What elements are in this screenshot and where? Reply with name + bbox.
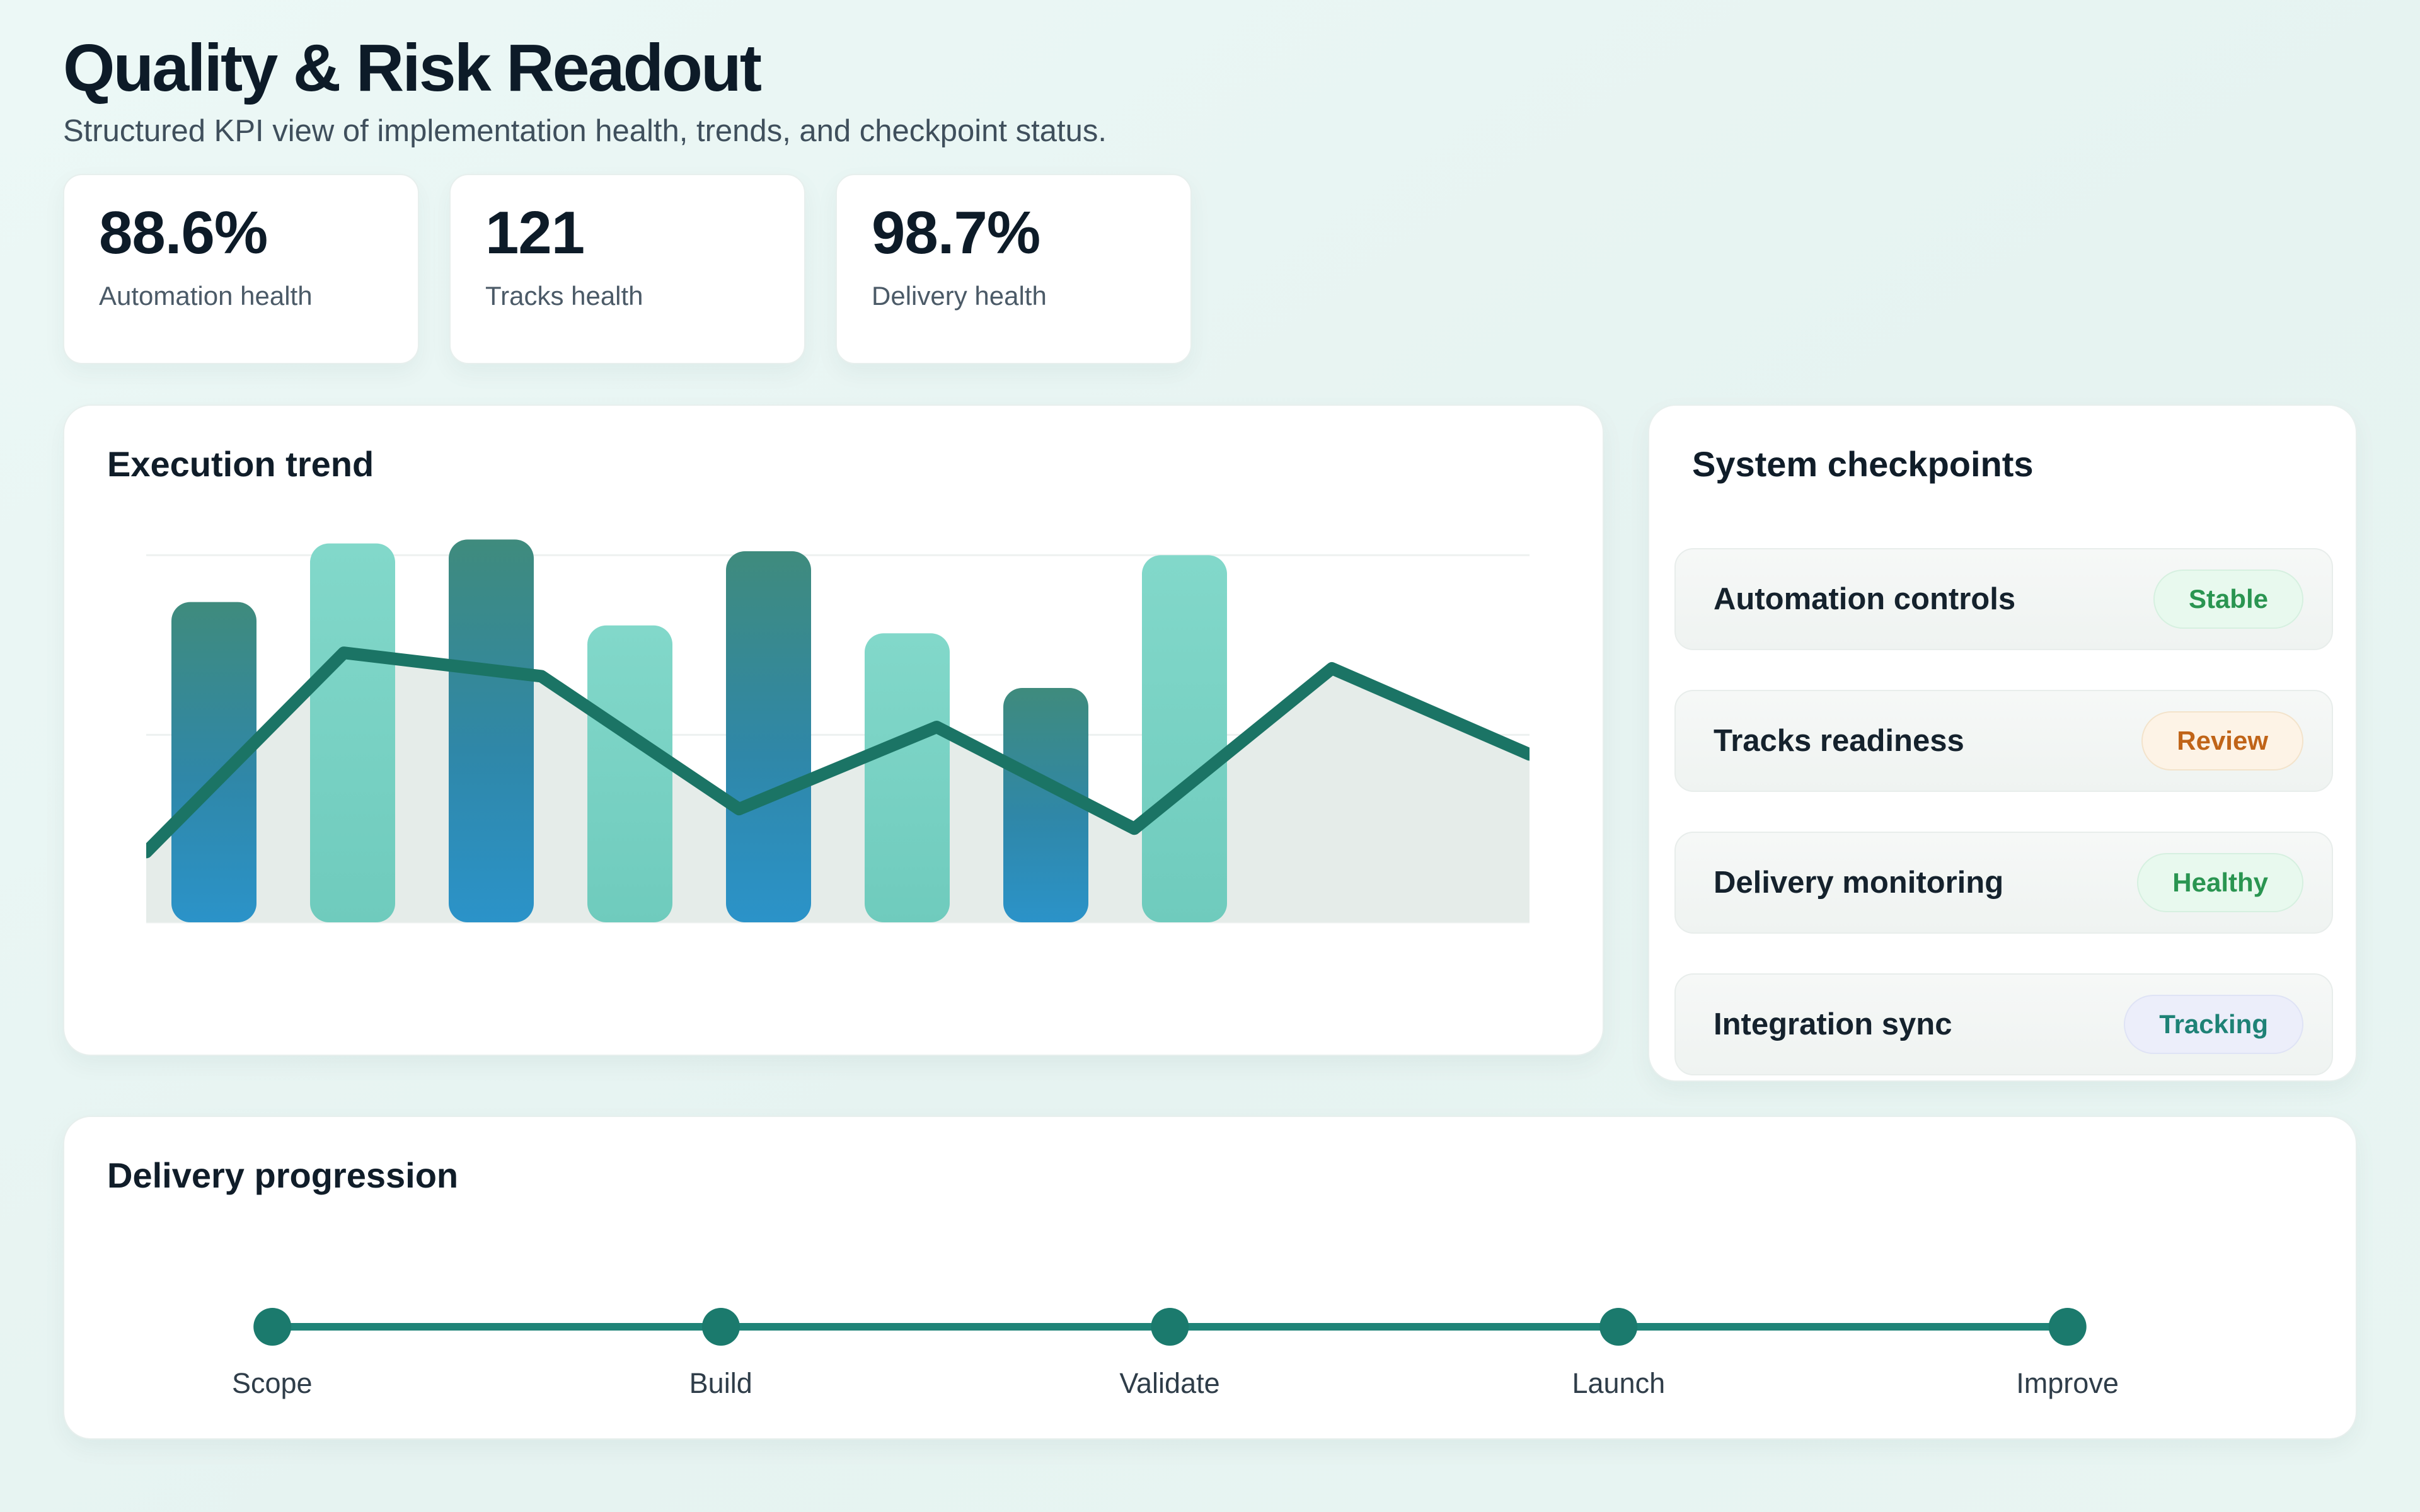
checkpoint-row-delivery-monitoring[interactable]: Delivery monitoring Healthy (1674, 831, 2333, 934)
milestone-dot (701, 1307, 740, 1346)
kpi-label: Automation health (99, 280, 313, 311)
page-title: Quality & Risk Readout (63, 31, 762, 105)
kpi-value: 98.7% (872, 198, 1040, 266)
milestone-label: Improve (2016, 1366, 2119, 1399)
milestone-dot (253, 1307, 291, 1346)
milestone-launch: Launch (1572, 1307, 1666, 1400)
checkpoint-label: Tracks readiness (1714, 723, 1964, 758)
status-badge: Stable (2153, 569, 2303, 629)
kpi-card-automation-health: 88.6% Automation health (63, 173, 419, 364)
checkpoint-row-automation-controls[interactable]: Automation controls Stable (1674, 547, 2333, 650)
milestone-dot (1599, 1307, 1638, 1346)
status-badge: Healthy (2137, 852, 2303, 912)
system-checkpoints-card: System checkpoints Automation controls S… (1648, 404, 2357, 1082)
kpi-card-delivery-health: 98.7% Delivery health (836, 173, 1192, 364)
milestone-validate: Validate (1119, 1307, 1220, 1400)
system-checkpoints-title: System checkpoints (1692, 444, 2034, 484)
delivery-progression-title: Delivery progression (107, 1155, 459, 1195)
page-subtitle: Structured KPI view of implementation he… (63, 113, 1107, 148)
delivery-progression-card: Delivery progression Scope Build Validat… (63, 1115, 2357, 1440)
kpi-row: 88.6% Automation health 121 Tracks healt… (63, 173, 2357, 364)
status-badge: Review (2141, 711, 2303, 770)
kpi-value: 88.6% (99, 198, 268, 266)
status-badge: Tracking (2124, 994, 2303, 1054)
milestone-build: Build (689, 1307, 752, 1400)
kpi-label: Delivery health (872, 280, 1047, 311)
kpi-value: 121 (485, 198, 585, 266)
checkpoint-row-tracks-readiness[interactable]: Tracks readiness Review (1674, 689, 2333, 792)
milestone-dot (1151, 1307, 1189, 1346)
execution-trend-title: Execution trend (107, 444, 374, 484)
execution-trend-card: Execution trend (63, 404, 1604, 1056)
milestone-label: Build (689, 1366, 752, 1399)
dashboard-page: Quality & Risk Readout Structured KPI vi… (63, 0, 2357, 1440)
kpi-label: Tracks health (485, 280, 643, 311)
kpi-card-tracks-health: 121 Tracks health (449, 173, 805, 364)
checkpoint-list: Automation controls Stable Tracks readin… (1674, 547, 2333, 1075)
checkpoint-label: Integration sync (1714, 1007, 1952, 1041)
main-row: Execution trend System checkpoints Autom… (63, 404, 2357, 1082)
execution-trend-chart (146, 539, 1530, 924)
checkpoint-label: Automation controls (1714, 581, 2016, 616)
milestone-label: Validate (1119, 1366, 1220, 1399)
milestone-scope: Scope (231, 1307, 313, 1400)
checkpoint-row-integration-sync[interactable]: Integration sync Tracking (1674, 973, 2333, 1075)
milestone-dot (2048, 1307, 2087, 1346)
milestone-label: Launch (1572, 1366, 1666, 1399)
milestone-label: Scope (231, 1366, 313, 1399)
checkpoint-label: Delivery monitoring (1714, 865, 2004, 900)
milestone-improve: Improve (2016, 1307, 2119, 1400)
